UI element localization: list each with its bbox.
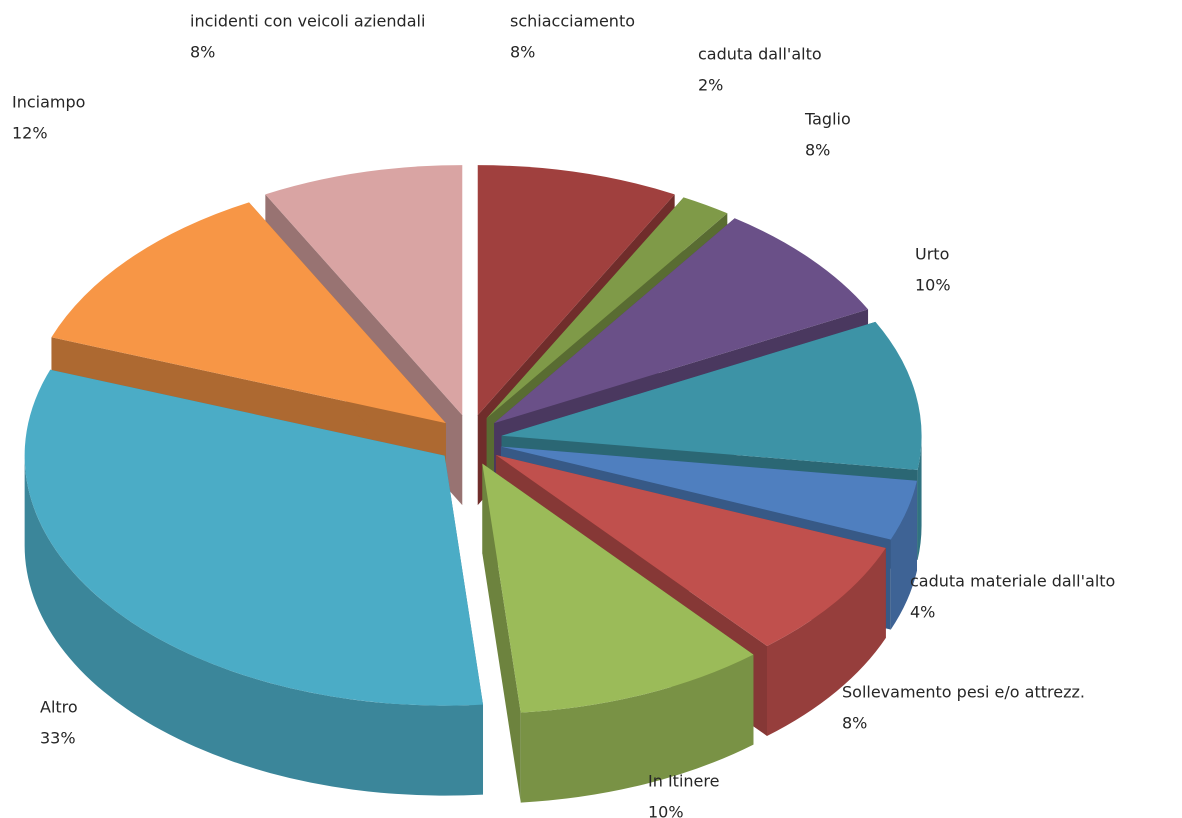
slice	[495, 454, 886, 646]
slice	[486, 197, 728, 419]
slice-side	[767, 548, 886, 736]
slice-side	[890, 480, 917, 630]
slice-label: Altro	[40, 698, 78, 717]
slice-side	[917, 435, 922, 560]
slice	[51, 202, 446, 424]
slice-label: schiacciamento	[510, 12, 635, 31]
slice-label: Urto	[915, 245, 949, 264]
slice-side	[482, 463, 521, 803]
slice-value-label: 10%	[915, 276, 951, 295]
slice	[24, 369, 484, 706]
slice-value-label: 10%	[648, 803, 684, 818]
slice-side	[24, 455, 484, 796]
slice-value-label: 2%	[698, 76, 723, 95]
slice	[265, 165, 463, 416]
slice-value-label: 8%	[190, 43, 215, 62]
slice-value-label: 12%	[12, 124, 48, 143]
slice-label: Inciampo	[12, 93, 85, 112]
slice-label: caduta dall'alto	[698, 45, 822, 64]
slice-side	[520, 654, 754, 803]
slice-value-label: 8%	[510, 43, 535, 62]
slice-value-label: 8%	[805, 141, 830, 160]
slice	[501, 321, 922, 470]
slice-label: caduta materiale dall'alto	[910, 572, 1115, 591]
slice	[500, 446, 917, 540]
slice-label: Taglio	[804, 110, 851, 129]
slice	[477, 165, 675, 416]
slice	[494, 218, 869, 424]
slice-value-label: 33%	[40, 729, 76, 748]
slice	[482, 463, 754, 713]
slice-label: incidenti con veicoli aziendali	[190, 12, 425, 31]
slice-value-label: 8%	[842, 714, 867, 733]
slice-value-label: 4%	[910, 603, 935, 622]
slice-label: In Itinere	[648, 772, 719, 791]
slice-label: Sollevamento pesi e/o attrezz.	[842, 683, 1085, 702]
